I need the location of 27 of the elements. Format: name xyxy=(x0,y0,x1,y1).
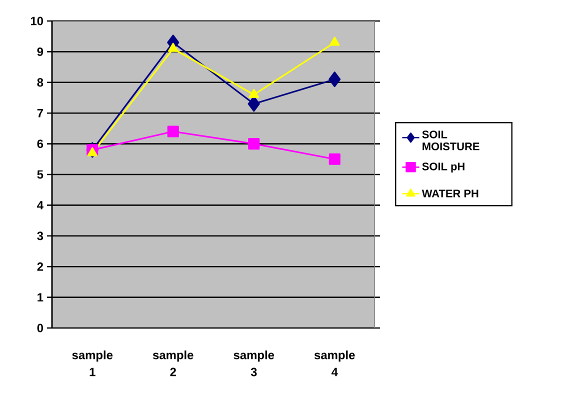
y-tick-label: 5 xyxy=(37,170,44,179)
y-tick-label: 2 xyxy=(37,262,44,271)
y-tick-label: 10 xyxy=(30,16,44,26)
y-tick-label: 6 xyxy=(37,140,44,148)
x-tick-label: sample 4 xyxy=(314,350,355,376)
y-tick-label: 8 xyxy=(37,78,44,87)
x-tick-label: sample 2 xyxy=(152,350,194,376)
point xyxy=(328,72,341,88)
legend-label: SOIL pH xyxy=(422,162,464,172)
point xyxy=(167,126,179,138)
legend-label: SOIL MOISTURE xyxy=(422,130,480,150)
x-tick-label: sample 3 xyxy=(234,350,274,376)
y-tick-label: 1 xyxy=(38,293,44,302)
y-tick-label: 0 xyxy=(37,324,44,332)
legend-label: WATER PH xyxy=(422,190,478,198)
y-tick-label: 3 xyxy=(37,232,44,240)
y-tick-label: 9 xyxy=(37,47,44,56)
point xyxy=(330,36,340,46)
point xyxy=(168,42,178,52)
y-tick-label: 4 xyxy=(37,201,44,210)
point xyxy=(248,88,259,98)
y-tick-label: 7 xyxy=(37,108,43,118)
point xyxy=(248,138,260,150)
point xyxy=(328,153,340,165)
x-tick-label: sample 1 xyxy=(72,350,113,376)
point xyxy=(248,96,260,112)
point xyxy=(87,147,98,156)
